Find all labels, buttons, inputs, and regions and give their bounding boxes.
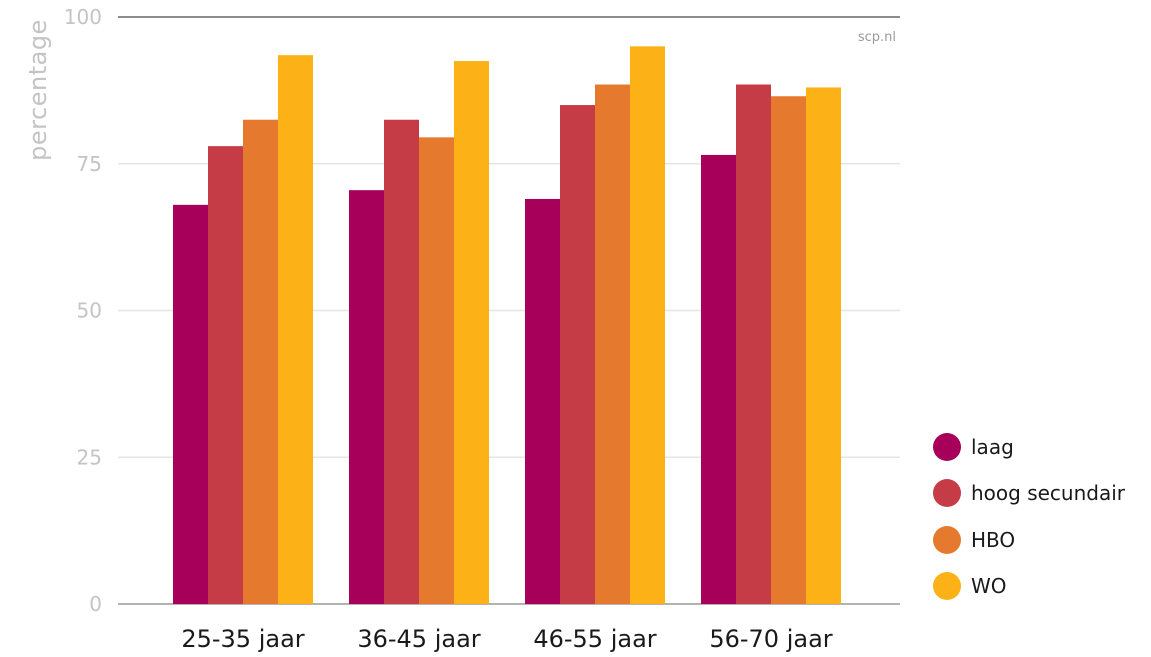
bar-hoog-secundair-1 bbox=[208, 146, 243, 604]
bar-hoog-secundair-4 bbox=[736, 85, 771, 604]
legend-label: WO bbox=[971, 574, 1007, 598]
bar-laag-3 bbox=[525, 199, 560, 604]
x-tick-label: 46-55 jaar bbox=[533, 625, 656, 653]
bar-hoog-secundair-2 bbox=[384, 120, 419, 604]
bar-hbo-4 bbox=[771, 96, 806, 604]
y-tick-label: 75 bbox=[77, 152, 102, 176]
legend-label: hoog secundair bbox=[971, 481, 1126, 505]
source-label: scp.nl bbox=[858, 30, 896, 45]
bar-hbo-3 bbox=[595, 85, 630, 604]
x-tick-labels: 25-35 jaar 36-45 jaar 46-55 jaar 56-70 jaar bbox=[181, 625, 832, 653]
bar-hoog-secundair-3 bbox=[560, 105, 595, 604]
x-tick-label: 36-45 jaar bbox=[357, 625, 480, 653]
y-tick-label: 50 bbox=[77, 299, 102, 323]
y-tick-label: 100 bbox=[64, 5, 102, 29]
bars bbox=[173, 46, 841, 604]
bar-hbo-1 bbox=[243, 120, 278, 604]
legend: laag hoog secundair HBO WO bbox=[933, 433, 1126, 600]
y-tick-label: 25 bbox=[77, 445, 102, 469]
bar-laag-4 bbox=[701, 155, 736, 604]
legend-marker bbox=[933, 433, 961, 461]
bar-laag-1 bbox=[173, 205, 208, 604]
x-tick-label: 25-35 jaar bbox=[181, 625, 304, 653]
bar-wo-4 bbox=[806, 87, 841, 604]
x-tick-label: 56-70 jaar bbox=[709, 625, 832, 653]
legend-marker bbox=[933, 526, 961, 554]
y-axis-label: percentage bbox=[24, 19, 52, 161]
bar-hbo-2 bbox=[419, 137, 454, 604]
legend-label: laag bbox=[971, 435, 1014, 459]
legend-marker bbox=[933, 572, 961, 600]
y-tick-labels: 0 25 50 75 100 bbox=[64, 5, 102, 616]
legend-label: HBO bbox=[971, 528, 1015, 552]
bar-wo-1 bbox=[278, 55, 313, 604]
bar-wo-2 bbox=[454, 61, 489, 604]
bar-laag-2 bbox=[349, 190, 384, 604]
legend-marker bbox=[933, 479, 961, 507]
bar-wo-3 bbox=[630, 46, 665, 604]
y-tick-label: 0 bbox=[89, 592, 102, 616]
